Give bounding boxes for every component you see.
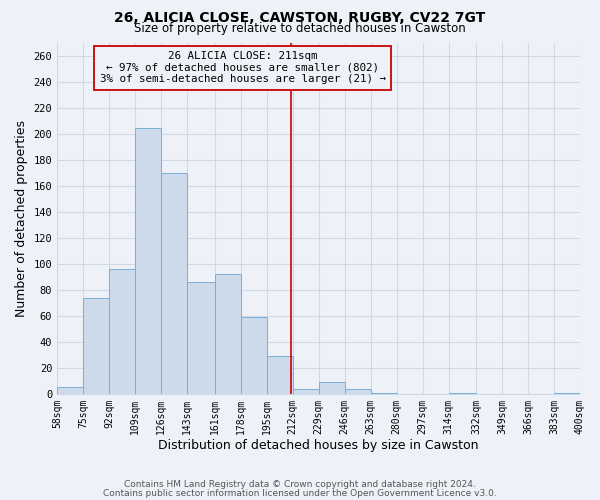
Bar [135, 128, 161, 394]
Bar [344, 388, 371, 394]
Text: 26, ALICIA CLOSE, CAWSTON, RUGBY, CV22 7GT: 26, ALICIA CLOSE, CAWSTON, RUGBY, CV22 7… [115, 11, 485, 25]
Bar [161, 172, 187, 394]
Bar [371, 392, 397, 394]
Text: Contains HM Land Registry data © Crown copyright and database right 2024.: Contains HM Land Registry data © Crown c… [124, 480, 476, 489]
Bar [241, 317, 266, 394]
Bar [109, 269, 135, 394]
Bar [57, 388, 83, 394]
X-axis label: Distribution of detached houses by size in Cawston: Distribution of detached houses by size … [158, 440, 479, 452]
Text: 26 ALICIA CLOSE: 211sqm
← 97% of detached houses are smaller (802)
3% of semi-de: 26 ALICIA CLOSE: 211sqm ← 97% of detache… [100, 52, 386, 84]
Text: Contains public sector information licensed under the Open Government Licence v3: Contains public sector information licen… [103, 488, 497, 498]
Bar [187, 282, 215, 394]
Bar [293, 388, 319, 394]
Bar [83, 298, 109, 394]
Bar [266, 356, 293, 394]
Text: Size of property relative to detached houses in Cawston: Size of property relative to detached ho… [134, 22, 466, 35]
Bar [319, 382, 344, 394]
Y-axis label: Number of detached properties: Number of detached properties [15, 120, 28, 316]
Bar [449, 392, 476, 394]
Bar [215, 274, 241, 394]
Bar [554, 392, 580, 394]
